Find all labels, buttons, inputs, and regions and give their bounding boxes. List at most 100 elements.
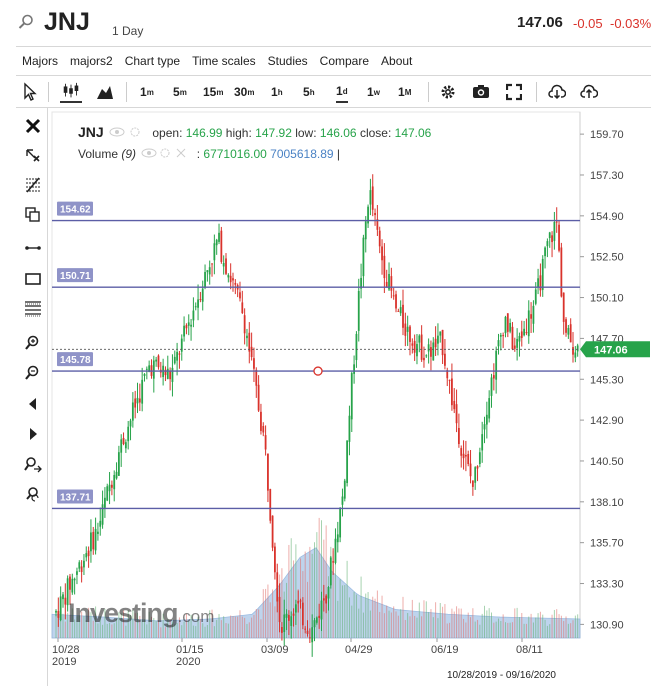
zoom-in-icon[interactable] (24, 334, 42, 352)
chart-canvas[interactable]: 159.70157.30154.90152.50150.10147.70145.… (48, 108, 653, 686)
candle-body (166, 368, 169, 379)
candle-body (409, 326, 411, 342)
candle-body (402, 304, 404, 328)
fibonacci-icon[interactable] (24, 176, 42, 194)
candle-body (313, 620, 316, 628)
candle-body (229, 275, 232, 283)
volume-value: 6771016.00 (203, 147, 267, 161)
rectangle-icon[interactable] (24, 270, 42, 288)
candle-body (194, 306, 197, 308)
trendline-icon[interactable] (24, 239, 42, 257)
legend-symbol: JNJ (78, 124, 104, 140)
delete-drawings-icon[interactable] (24, 146, 42, 164)
candle-body (485, 414, 488, 425)
y-tick-label: 159.70 (590, 129, 624, 141)
zoom-out-icon[interactable] (24, 364, 42, 382)
candle-body (362, 237, 365, 277)
timeframe-15m-button[interactable]: 15 m (203, 85, 224, 99)
candle-body (73, 578, 76, 581)
candle-body (248, 332, 251, 352)
candle-body (469, 463, 472, 477)
visibility-icon[interactable] (109, 127, 147, 137)
candle-body (490, 377, 493, 396)
cloud-download-icon[interactable] (548, 81, 566, 103)
candle-body (173, 356, 176, 364)
candle-body (260, 411, 262, 431)
camera-icon[interactable] (472, 81, 490, 103)
candle-body (101, 504, 104, 525)
search-icon[interactable] (18, 14, 34, 30)
candle-body (397, 310, 400, 312)
cloud-upload-icon[interactable] (580, 81, 598, 103)
candle-body (404, 323, 407, 336)
scroll-right-icon[interactable] (24, 425, 42, 443)
candle-body (353, 364, 355, 374)
candle-body (520, 331, 523, 338)
high-label: high: (225, 126, 252, 140)
menu-majors2[interactable]: majors2 (70, 54, 113, 68)
gear-icon[interactable] (440, 81, 456, 103)
candle-body (164, 369, 167, 376)
high-value: 147.92 (255, 126, 292, 140)
reset-zoom-icon[interactable] (24, 486, 42, 504)
candle-body (460, 448, 463, 456)
candle-body (341, 496, 344, 505)
close-icon[interactable] (24, 117, 42, 135)
candle-body (208, 267, 211, 275)
candle-body (516, 338, 519, 348)
menu-compare[interactable]: Compare (319, 54, 370, 68)
candle-body (509, 322, 512, 332)
candle-body (371, 186, 374, 210)
horizontal-line-label-bg (57, 352, 93, 367)
candle-body (327, 586, 330, 599)
timeframe-30m-button[interactable]: 30 m (234, 85, 255, 99)
area-chart-icon[interactable] (96, 81, 114, 103)
menu-studies[interactable]: Studies (267, 54, 308, 68)
menu-majors[interactable]: Majors (22, 54, 59, 68)
x-tick-label: 03/09 (261, 644, 289, 656)
candle-body (329, 557, 332, 586)
candlestick-chart-icon[interactable] (60, 81, 82, 103)
menu-time-scales[interactable]: Time scales (192, 54, 256, 68)
cursor-icon[interactable] (22, 81, 38, 103)
price-change: -0.05 (573, 16, 603, 31)
zoom-area-icon[interactable] (24, 456, 42, 474)
menu-about[interactable]: About (381, 54, 413, 68)
menu-chart-type[interactable]: Chart type (124, 54, 181, 68)
candle-body (262, 426, 265, 433)
candle-body (64, 597, 67, 605)
candle-body (334, 538, 337, 563)
copy-icon[interactable] (24, 206, 42, 224)
volume-controls-icon[interactable] (141, 148, 191, 158)
scroll-left-icon[interactable] (24, 395, 42, 413)
price-chart[interactable]: 159.70 157.30 154.90 152.50 150.10 147.70 145.… (48, 108, 653, 686)
horizontal-lines-icon[interactable] (24, 300, 42, 318)
candle-body (506, 313, 509, 332)
candle-body (99, 520, 102, 527)
candle-body (297, 600, 300, 604)
candle-body (131, 402, 134, 421)
candle-body (108, 484, 111, 492)
candle-body (451, 378, 453, 406)
candle-body (80, 566, 83, 573)
candle-body (427, 344, 430, 352)
candle-body (574, 352, 577, 358)
candle-body (569, 324, 572, 343)
candle-body (385, 281, 388, 288)
candle-body (199, 299, 202, 301)
candle-body (464, 454, 467, 457)
candle-body (423, 357, 425, 361)
fullscreen-icon[interactable] (506, 81, 522, 103)
horizontal-line-label-bg (57, 489, 93, 504)
candle-body (471, 480, 474, 487)
candle-body (350, 373, 353, 420)
candle-body (339, 508, 342, 538)
candle-body (551, 235, 553, 243)
